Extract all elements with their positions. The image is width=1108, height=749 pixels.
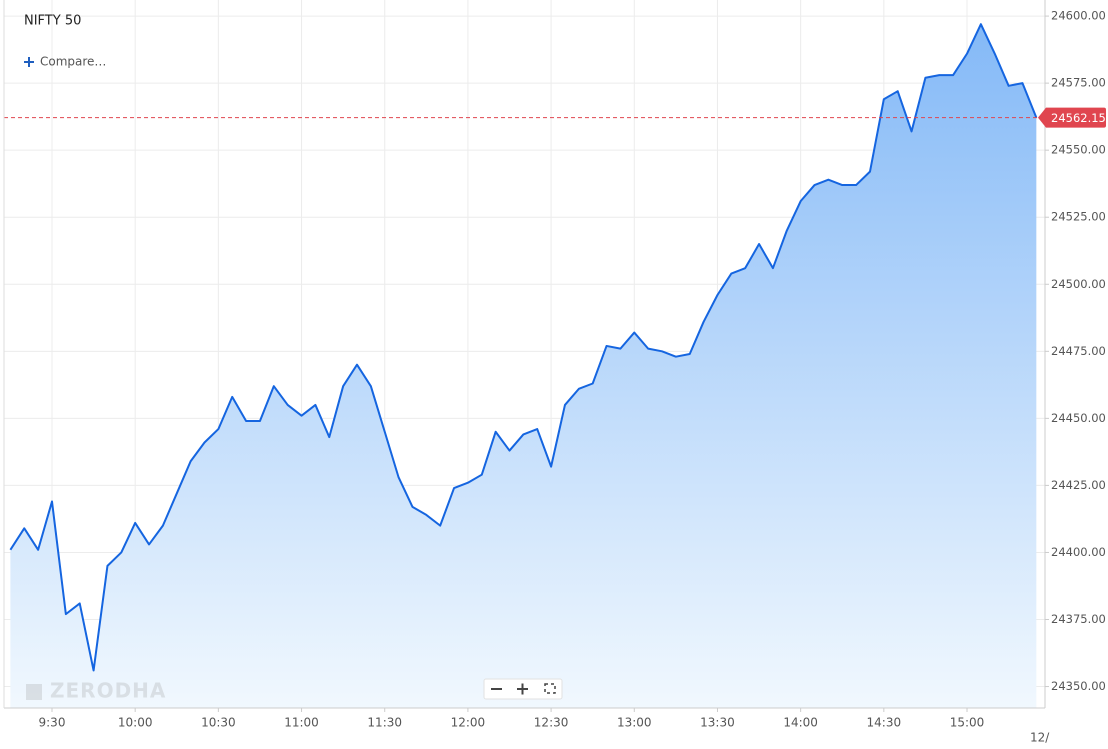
y-tick-label: 24450.00 xyxy=(1051,411,1106,425)
last-price-tag xyxy=(1038,107,1106,128)
y-tick-label: 24425.00 xyxy=(1051,478,1106,492)
x-tick-label: 15:00 xyxy=(950,716,985,730)
area-fill xyxy=(10,24,1037,708)
zoom-controls xyxy=(483,678,563,700)
price-line xyxy=(9,23,1038,672)
fullscreen[interactable] xyxy=(544,683,556,694)
compare-label[interactable]: Compare… xyxy=(40,55,106,69)
compare-button[interactable]: Compare… xyxy=(24,55,106,69)
y-tick-label: 24525.00 xyxy=(1051,210,1106,224)
x-tick-label: 11:30 xyxy=(367,716,402,730)
y-tick-label: 24375.00 xyxy=(1051,612,1106,626)
last-price-label: 24562.15 xyxy=(1051,111,1106,125)
watermark-logo xyxy=(26,684,42,700)
x-tick-label: 11:00 xyxy=(284,716,319,730)
date-label: 12/ xyxy=(1030,731,1050,745)
y-tick-label: 24550.00 xyxy=(1051,143,1106,157)
watermark: ZERODHA xyxy=(26,679,166,703)
x-tick-label: 10:00 xyxy=(118,716,153,730)
x-tick-label: 13:00 xyxy=(617,716,652,730)
x-tick-label: 12:00 xyxy=(451,716,486,730)
x-tick-label: 12:30 xyxy=(534,716,569,730)
y-tick-label: 24500.00 xyxy=(1051,277,1106,291)
watermark-text: ZERODHA xyxy=(50,679,166,703)
y-tick-label: 24400.00 xyxy=(1051,545,1106,559)
x-tick-label: 14:30 xyxy=(867,716,902,730)
y-tick-label: 24350.00 xyxy=(1051,679,1106,693)
x-tick-label: 10:30 xyxy=(201,716,236,730)
y-tick-label: 24575.00 xyxy=(1051,76,1106,90)
x-tick-label: 9:30 xyxy=(39,716,66,730)
x-tick-label: 14:00 xyxy=(783,716,818,730)
y-tick-label: 24600.00 xyxy=(1051,9,1106,23)
x-tick-label: 13:30 xyxy=(700,716,735,730)
chart-title: NIFTY 50 xyxy=(24,14,81,29)
y-tick-label: 24475.00 xyxy=(1051,344,1106,358)
